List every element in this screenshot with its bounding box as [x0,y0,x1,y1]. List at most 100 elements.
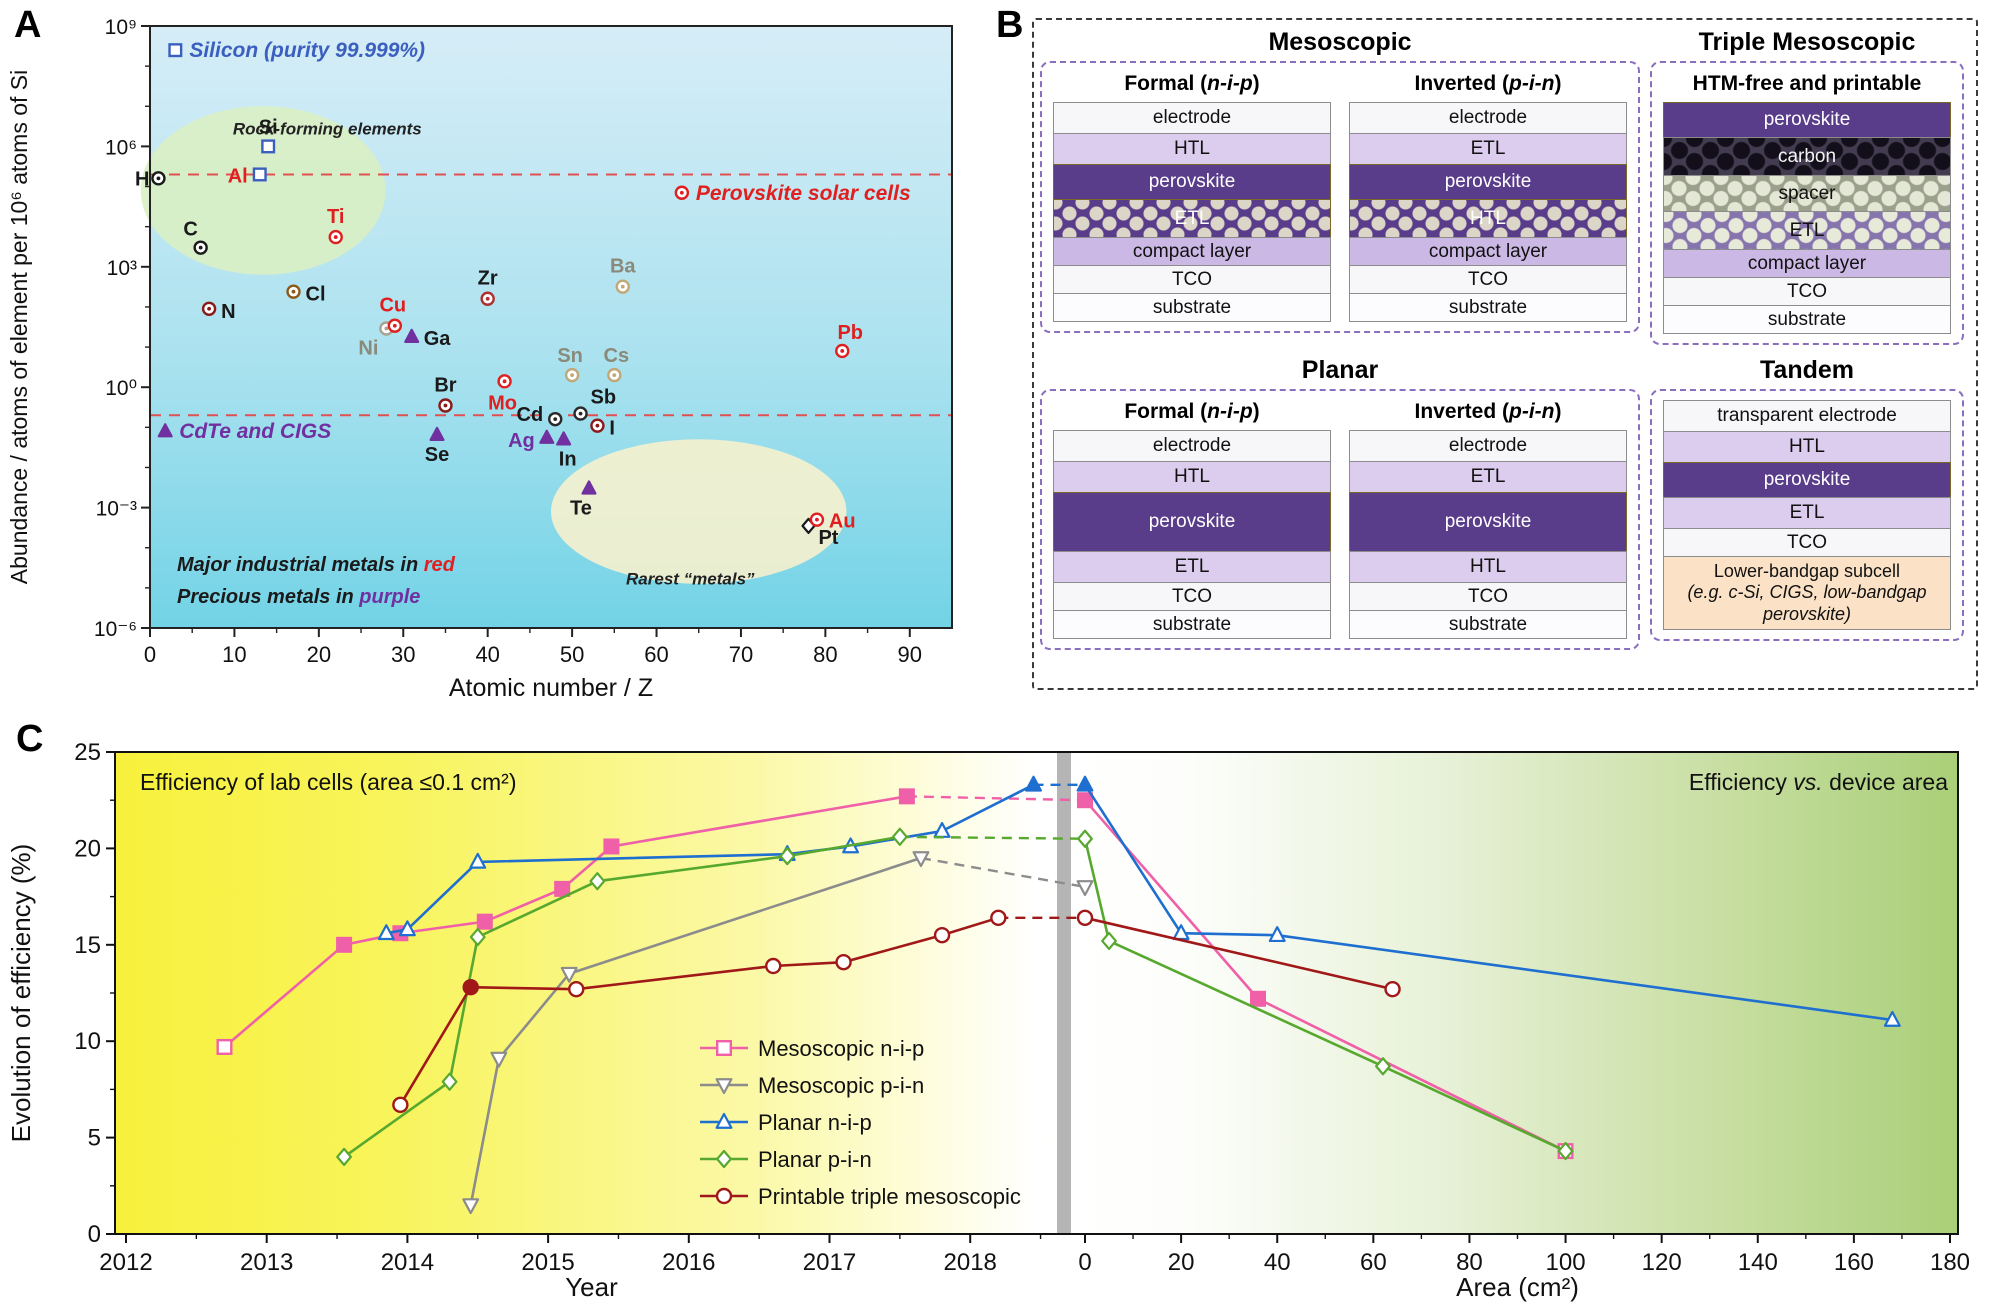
svg-text:30: 30 [391,642,415,667]
legend-label: Printable triple mesoscopic [758,1184,1021,1209]
point-N: N [201,301,236,323]
element-label-Cs: Cs [604,345,630,367]
layer-tco: TCO [1053,582,1331,611]
element-label-Br: Br [434,374,456,396]
layer-perovskite: perovskite [1349,164,1627,200]
element-label-Se: Se [425,444,449,466]
svg-text:160: 160 [1834,1249,1874,1276]
layer-compact-layer: compact layer [1053,237,1331,266]
stack-subtitle: HTM-free and printable [1692,72,1922,95]
element-label-Cu: Cu [379,295,406,317]
y-axis-label: Abundance / atoms of element per 10⁶ ato… [6,70,32,584]
legend-item-planar-p-i-n: Planar p-i-n [700,1147,872,1172]
group-box-mesoscopic: Formal (n-i-p) electrode HTL perovskite ETL c… [1040,61,1640,333]
layer-htl: HTL [1053,133,1331,165]
layer-electrode: electrode [1349,102,1627,134]
legend-item-planar-n-i-p: Planar n-i-p [700,1110,872,1135]
panel-label-a: A [14,4,42,46]
layer-substrate: substrate [1053,610,1331,639]
note-1: Precious metals in purple [177,586,420,608]
note-0: Major industrial metals in red [177,554,456,576]
x-axis-label-area: Area (cm²) [1456,1272,1579,1302]
point-Zr: Zr [478,268,498,306]
annotation-device-area: Efficiency vs. device area [1689,769,1948,795]
point-Cl: Cl [286,284,326,306]
stack: Formal (n-i-p) electrode HTL perovskite ETL c… [1053,72,1331,322]
x-axis-label-year: Year [565,1272,618,1302]
svg-text:40: 40 [1264,1249,1291,1276]
layer-substrate: substrate [1349,293,1627,322]
svg-text:60: 60 [1360,1249,1387,1276]
legend-label: Planar p-i-n [758,1147,872,1172]
element-label-H: H [135,168,149,190]
group-title-mesoscopic: Mesoscopic [1268,28,1412,56]
group-title-planar: Planar [1301,356,1379,384]
layer-etl: ETL [1663,497,1951,529]
legend-item-mesoscopic-n-i-p: Mesoscopic n-i-p [700,1036,924,1061]
group-tandem: Tandem transparent electrode HTL perovskite… [1650,356,1964,682]
stack-subtitle: Inverted (p-i-n) [1414,400,1562,423]
element-label-Ni: Ni [358,338,378,360]
svg-text:10⁰: 10⁰ [105,377,137,400]
region-rarest-metals [551,439,847,584]
layer-stack: electrode ETL perovskite HTL compact layer TC… [1349,102,1627,322]
region-rock-forming-elements [140,106,386,275]
point-Ag: Ag [508,429,555,452]
element-label-Pb: Pb [837,322,863,344]
element-label-Cd: Cd [517,404,544,426]
layer-etl: ETL [1349,461,1627,493]
element-label-Ti: Ti [327,206,344,228]
svg-text:Perovskite solar cells: Perovskite solar cells [696,182,911,205]
svg-text:0: 0 [144,642,156,667]
element-label-N: N [221,301,235,323]
series-printable-triple-mesoscopic [392,909,1401,1114]
svg-text:120: 120 [1642,1249,1682,1276]
element-label-Sn: Sn [557,345,583,367]
svg-text:10³: 10³ [107,257,137,280]
svg-text:10⁻³: 10⁻³ [96,498,137,521]
svg-text:10⁶: 10⁶ [105,136,137,159]
series-planar-p-i-n [336,827,1574,1166]
point-Au: Au [809,511,856,533]
svg-text:180: 180 [1930,1249,1970,1276]
svg-text:CdTe and CIGS: CdTe and CIGS [179,420,331,443]
legend-silicon-purity-99-999: Silicon (purity 99.999%) [168,39,425,62]
point-Te: Te [570,480,597,519]
point-Sn: Sn [557,345,583,383]
point-Ti: Ti [327,206,344,245]
layer-electrode: electrode [1053,430,1331,462]
stack: transparent electrode HTL perovskite ETL TCO… [1663,400,1951,630]
legend-perovskite-solar-cells: Perovskite solar cells [674,182,911,205]
stack-subtitle: Formal (n-i-p) [1124,400,1260,423]
panel-label-b: B [996,4,1024,46]
stack: Inverted (p-i-n) electrode ETL perovskite HT… [1349,400,1627,639]
svg-text:100: 100 [1546,1249,1586,1276]
point-C: C [183,219,208,255]
panel-label-c: C [16,718,44,760]
point-In: In [556,431,577,470]
svg-text:40: 40 [475,642,499,667]
point-Cu: Cu [379,295,406,333]
element-label-Mo: Mo [488,392,517,414]
layer-etl: ETL [1053,551,1331,583]
element-label-Ag: Ag [508,430,535,452]
group-title-tandem: Tandem [1760,356,1854,384]
element-label-I: I [609,418,615,440]
point-Mo: Mo [488,374,517,414]
point-Br: Br [434,374,457,413]
series-mesoscopic-p-i-n [462,851,1094,1215]
svg-text:2015: 2015 [521,1249,574,1276]
layer-carbon: carbon [1663,137,1951,176]
stack: HTM-free and printable perovskite carbon sp… [1663,72,1951,334]
element-label-Ga: Ga [424,328,452,350]
element-label-Sb: Sb [591,387,617,409]
element-label-Zr: Zr [478,268,498,290]
layer-stack: electrode ETL perovskite HTL TCO substrate [1349,430,1627,639]
stack-subtitle: Formal (n-i-p) [1124,72,1260,95]
svg-text:80: 80 [813,642,837,667]
layer-spacer: spacer [1663,175,1951,212]
layer-perovskite: perovskite [1349,492,1627,552]
layer-compact-layer: compact layer [1663,249,1951,278]
layer-htl: HTL [1663,431,1951,463]
